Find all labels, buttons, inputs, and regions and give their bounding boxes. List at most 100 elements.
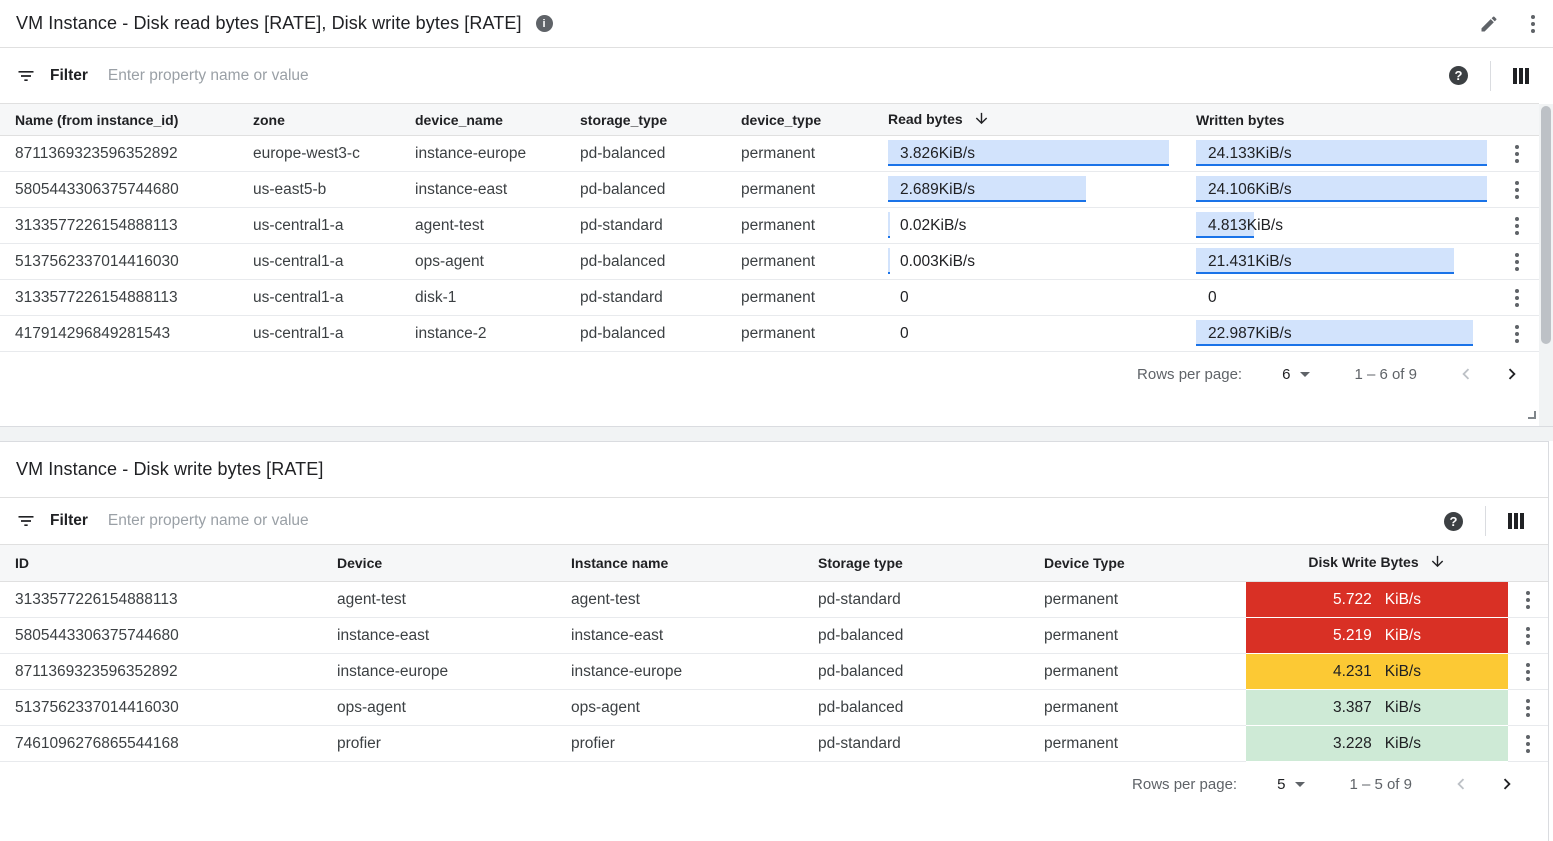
rows-per-page-label: Rows per page: [1137, 365, 1243, 383]
table-row[interactable]: 5137562337014416030 ops-agent ops-agent … [0, 689, 1548, 726]
table-row[interactable]: 5805443306375744680 instance-east instan… [0, 617, 1548, 654]
cell-zone: us-central1-a [253, 315, 415, 352]
col-header-zone[interactable]: zone [253, 103, 415, 136]
cell-row-menu [1508, 581, 1548, 618]
cell-device-type: permanent [741, 243, 888, 280]
cell-device-type: permanent [741, 315, 888, 352]
row-more-menu-icon[interactable] [1524, 589, 1532, 611]
row-more-menu-icon[interactable] [1513, 215, 1521, 237]
written-bytes-bar [1196, 248, 1455, 274]
cell-zone: europe-west3-c [253, 135, 415, 172]
cell-device-name: ops-agent [415, 243, 580, 280]
widget2-title: VM Instance - Disk write bytes [RATE] [16, 459, 324, 479]
cell-storage-type: pd-balanced [580, 315, 741, 352]
cell-device: agent-test [337, 581, 571, 618]
col-header-read-bytes[interactable]: Read bytes [888, 103, 1196, 136]
widget2-filter-bar: Filter ? [0, 498, 1548, 544]
cell-row-menu [1508, 689, 1548, 726]
widget1-pagination: Rows per page: 6 1 – 6 of 9 [0, 352, 1553, 396]
help-icon[interactable]: ? [1449, 66, 1468, 85]
widget1-more-menu-icon[interactable] [1529, 13, 1537, 35]
col-header-written-bytes[interactable]: Written bytes [1196, 103, 1495, 136]
row-more-menu-icon[interactable] [1524, 625, 1532, 647]
edit-pencil-icon[interactable] [1479, 14, 1499, 34]
col-header-menu [1495, 103, 1539, 136]
toolbar-divider [1485, 506, 1486, 536]
cell-read-bytes: 3.826KiB/s [888, 135, 1196, 172]
col-header-device-name[interactable]: device_name [415, 103, 580, 136]
col-header-name[interactable]: Name (from instance_id) [0, 103, 253, 136]
read-bytes-bar [888, 176, 1086, 202]
cell-disk-write-bytes: 4.231 KiB/s [1246, 653, 1508, 690]
table-row[interactable]: 3133577226154888113 us-central1-a disk-1… [0, 279, 1539, 316]
cell-storage-type: pd-standard [818, 725, 1044, 762]
col-header-device-type[interactable]: device_type [741, 103, 888, 136]
column-settings-icon[interactable] [1508, 513, 1524, 529]
cell-row-menu [1495, 171, 1539, 208]
help-icon[interactable]: ? [1444, 511, 1463, 531]
widget-disk-read-write-table: VM Instance - Disk read bytes [RATE], Di… [0, 13, 1553, 427]
col-header-storage-type[interactable]: storage_type [580, 103, 741, 136]
cell-device-type: permanent [741, 207, 888, 244]
col-header-disk-write-bytes[interactable]: Disk Write Bytes [1246, 544, 1508, 582]
next-page-button[interactable] [1501, 363, 1523, 385]
col-header-instance-name[interactable]: Instance name [571, 544, 818, 582]
prev-page-button[interactable] [1455, 363, 1477, 385]
col-header-device-type[interactable]: Device Type [1044, 544, 1246, 582]
filter-input[interactable] [107, 512, 1444, 530]
cell-device: instance-east [337, 617, 571, 654]
info-icon[interactable]: i [535, 15, 553, 32]
table-row[interactable]: 8711369323596352892 europe-west3-c insta… [0, 135, 1539, 172]
read-bytes-bar [888, 212, 890, 238]
cell-instance-name: agent-test [571, 581, 818, 618]
row-more-menu-icon[interactable] [1524, 733, 1532, 755]
cell-instance-name: instance-europe [571, 653, 818, 690]
sort-desc-icon [973, 110, 990, 130]
row-more-menu-icon[interactable] [1513, 179, 1521, 201]
prev-page-button[interactable] [1450, 773, 1472, 795]
row-more-menu-icon[interactable] [1524, 661, 1532, 683]
table-row[interactable]: 5137562337014416030 us-central1-a ops-ag… [0, 243, 1539, 280]
cell-device-name: instance-europe [415, 135, 580, 172]
col-header-storage-type[interactable]: Storage type [818, 544, 1044, 582]
col-header-device[interactable]: Device [337, 544, 571, 582]
table-row[interactable]: 417914296849281543 us-central1-a instanc… [0, 315, 1539, 352]
col-header-menu [1508, 544, 1548, 582]
row-more-menu-icon[interactable] [1513, 143, 1521, 165]
row-more-menu-icon[interactable] [1513, 251, 1521, 273]
widget1-title: VM Instance - Disk read bytes [RATE], Di… [16, 13, 522, 33]
cell-zone: us-east5-b [253, 171, 415, 208]
table-row[interactable]: 8711369323596352892 instance-europe inst… [0, 653, 1548, 690]
table-row[interactable]: 3133577226154888113 agent-test agent-tes… [0, 581, 1548, 618]
disk-write-value-chip: 4.231 KiB/s [1246, 654, 1508, 689]
table1-scrollbar-thumb[interactable] [1541, 106, 1551, 344]
rows-per-page-select[interactable]: 6 [1282, 366, 1311, 383]
cell-device-name: agent-test [415, 207, 580, 244]
cell-read-bytes: 2.689KiB/s [888, 171, 1196, 208]
filter-input[interactable] [107, 66, 1449, 85]
row-more-menu-icon[interactable] [1513, 323, 1521, 345]
cell-zone: us-central1-a [253, 207, 415, 244]
table-row[interactable]: 3133577226154888113 us-central1-a agent-… [0, 207, 1539, 244]
cell-device-type: permanent [1044, 617, 1246, 654]
table-row[interactable]: 7461096276865544168 profier profier pd-s… [0, 725, 1548, 762]
col-header-id[interactable]: ID [0, 544, 337, 582]
cell-device-name: instance-east [415, 171, 580, 208]
widget2-pagination: Rows per page: 5 1 – 5 of 9 [0, 762, 1548, 806]
widget1-resize-grip[interactable] [1528, 411, 1536, 419]
cell-id: 3133577226154888113 [0, 581, 337, 618]
next-page-button[interactable] [1496, 773, 1518, 795]
cell-id: 5137562337014416030 [0, 689, 337, 726]
cell-zone: us-central1-a [253, 279, 415, 316]
table-row[interactable]: 5805443306375744680 us-east5-b instance-… [0, 171, 1539, 208]
toolbar-divider [1490, 60, 1491, 91]
row-more-menu-icon[interactable] [1513, 287, 1521, 309]
disk-write-table: ID Device Instance name Storage type Dev… [0, 544, 1548, 762]
disk-write-value-chip: 5.722 KiB/s [1246, 582, 1508, 617]
cell-row-menu [1508, 617, 1548, 654]
cell-name: 3133577226154888113 [0, 279, 253, 316]
row-more-menu-icon[interactable] [1524, 697, 1532, 719]
filter-label: Filter [50, 512, 88, 529]
rows-per-page-select[interactable]: 5 [1277, 776, 1306, 793]
column-settings-icon[interactable] [1513, 67, 1529, 84]
